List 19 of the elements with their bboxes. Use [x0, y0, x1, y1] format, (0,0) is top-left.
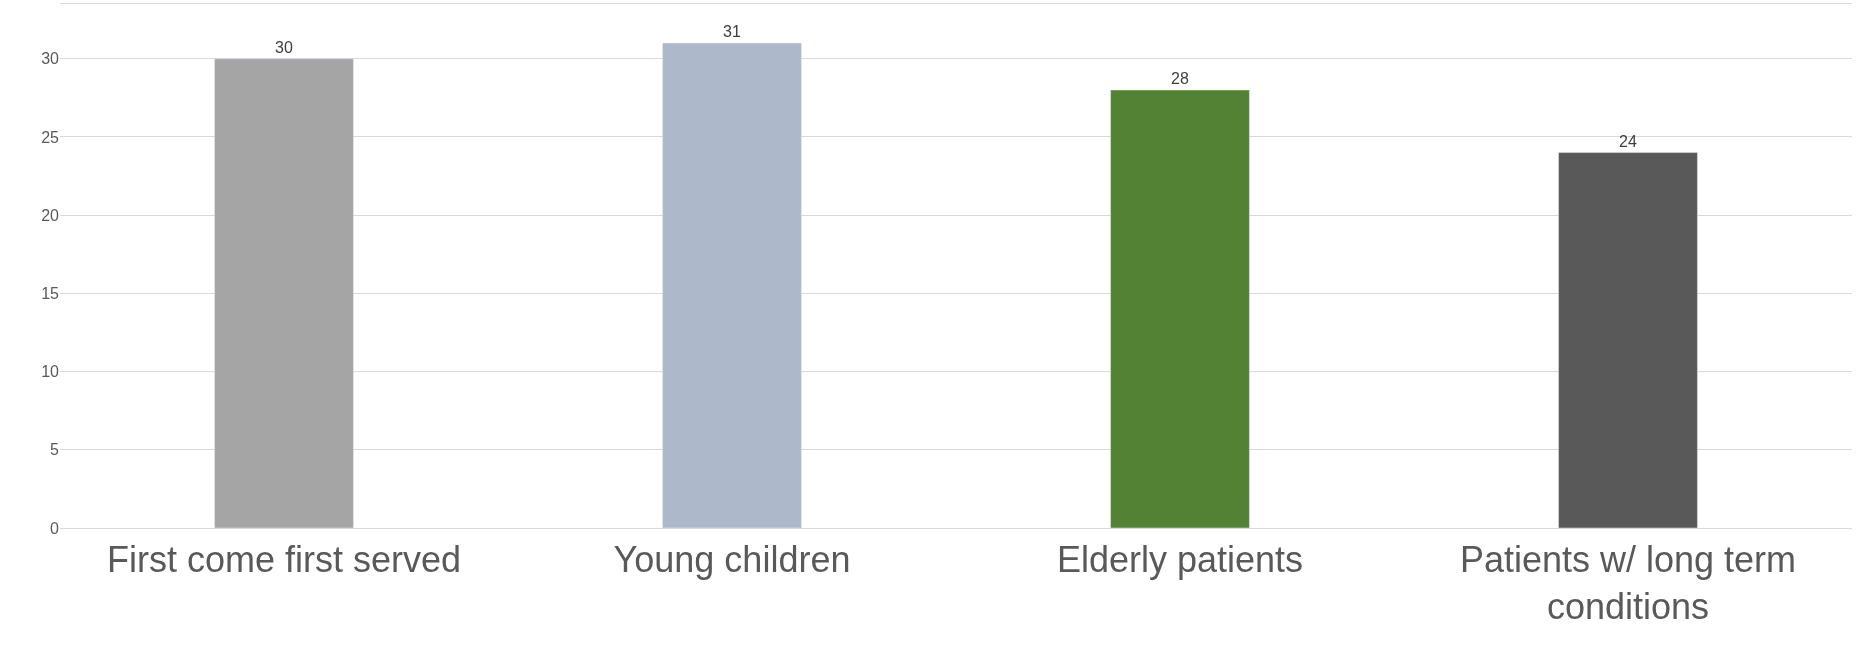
bar	[662, 42, 802, 528]
bar	[1110, 89, 1250, 528]
y-tick-label: 25	[41, 128, 60, 146]
bar	[1558, 152, 1698, 528]
x-tick-label: Patients w/ long term conditions	[1459, 539, 1797, 627]
data-label: 30	[275, 38, 293, 56]
bar	[214, 58, 354, 528]
y-tick-label: 20	[41, 206, 60, 224]
y-tick-label: 10	[41, 363, 60, 381]
y-tick-label: 30	[41, 50, 60, 68]
y-tick-label: 0	[50, 519, 60, 537]
y-tick-label: 15	[41, 284, 60, 302]
x-tick-label: Elderly patients	[1056, 539, 1304, 581]
y-tick-label: 5	[50, 441, 60, 459]
data-label: 31	[723, 23, 741, 41]
x-tick-label: First come first served	[106, 539, 462, 581]
data-label: 28	[1171, 70, 1189, 88]
data-label: 24	[1619, 132, 1637, 150]
x-tick-label: Young children	[613, 539, 851, 581]
